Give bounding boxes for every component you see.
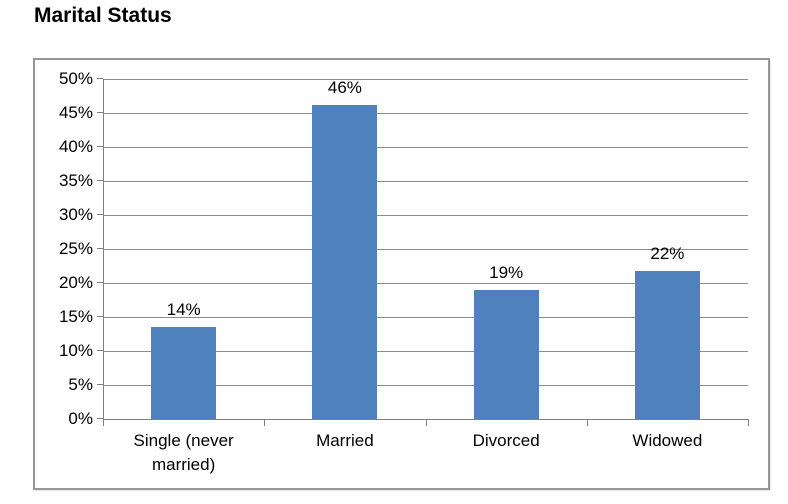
y-axis-tick — [97, 214, 103, 215]
bar-married — [312, 104, 378, 419]
bar-value-label: 14% — [166, 299, 201, 319]
gridline — [103, 147, 748, 148]
chart-frame: 14% 46% 19% 22% 0% 5% 10% 15% 20% 25% 30% 35% 40% 45… — [33, 58, 770, 490]
gridline — [103, 249, 748, 250]
x-axis-category-label: Widowed — [632, 431, 703, 450]
gridline — [103, 317, 748, 318]
y-axis-tick — [97, 180, 103, 181]
y-axis-tick — [97, 316, 103, 317]
x-axis-tick — [586, 419, 588, 426]
y-axis-tick-label: 25% — [58, 239, 93, 258]
x-axis-category-label: Married — [316, 431, 374, 450]
y-axis-tick-label: 50% — [58, 69, 93, 88]
y-axis-tick — [97, 78, 103, 79]
x-axis-tick — [425, 419, 427, 426]
gridline — [103, 385, 748, 386]
bar-divorced — [473, 289, 539, 419]
y-axis-tick — [97, 384, 103, 385]
y-axis-tick-label: 40% — [58, 137, 93, 156]
bar-value-label: 19% — [489, 262, 524, 282]
bar-widowed — [634, 270, 700, 419]
x-axis-tick — [748, 419, 749, 426]
x-axis-tick — [264, 419, 266, 426]
y-axis-tick — [97, 248, 103, 249]
y-axis-tick — [97, 418, 103, 419]
x-axis-category-label: Single (never married) — [133, 431, 234, 474]
y-axis-tick-label: 0% — [68, 409, 93, 428]
y-axis-line — [103, 79, 104, 419]
gridline — [103, 181, 748, 182]
y-axis-tick-label: 20% — [58, 273, 93, 292]
bar-value-label: 46% — [327, 77, 362, 97]
gridline — [103, 215, 748, 216]
gridline — [103, 283, 748, 284]
plot-area: 14% 46% 19% 22% — [103, 77, 748, 420]
gridline — [103, 79, 748, 80]
y-axis-tick — [97, 350, 103, 351]
chart-title: Marital Status — [34, 4, 172, 27]
y-axis-tick-label: 15% — [58, 307, 93, 326]
gridline — [103, 113, 748, 114]
x-axis-category-label: Divorced — [472, 431, 540, 450]
y-axis-tick-label: 5% — [68, 375, 93, 394]
y-axis-tick — [97, 282, 103, 283]
bar-single-never-married — [151, 326, 217, 419]
y-axis-tick-label: 45% — [58, 103, 93, 122]
y-axis-tick-label: 10% — [58, 341, 93, 360]
y-axis-tick-label: 30% — [58, 205, 93, 224]
gridline — [103, 351, 748, 352]
y-axis-tick-label: 35% — [58, 171, 93, 190]
y-axis-tick — [97, 146, 103, 147]
x-axis-tick — [103, 419, 104, 426]
bar-value-label: 22% — [650, 243, 685, 263]
y-axis-tick — [97, 112, 103, 113]
